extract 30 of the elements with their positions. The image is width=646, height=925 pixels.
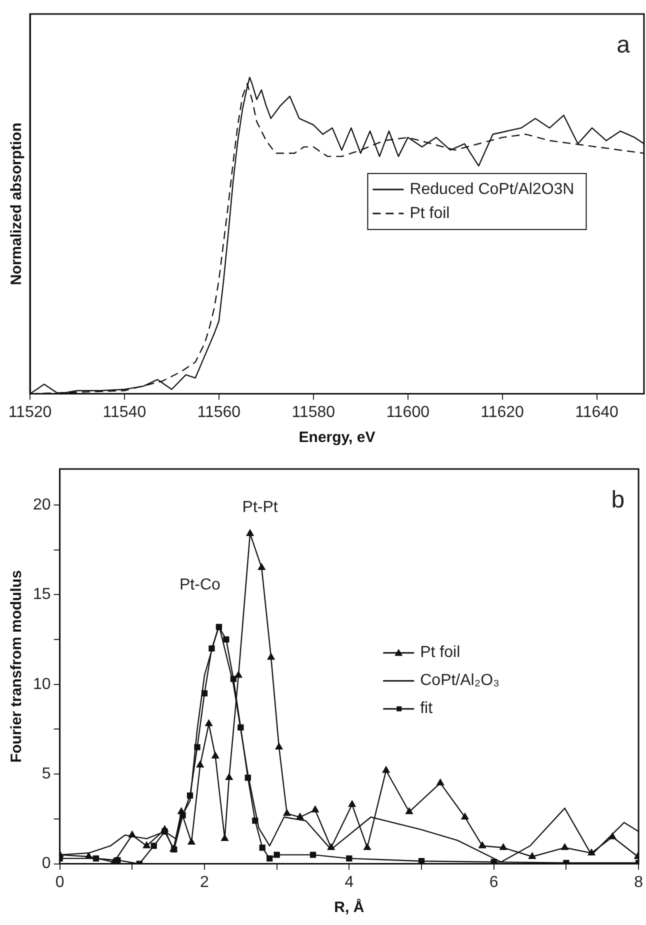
y-tick-label: 15 — [33, 586, 51, 604]
legend-label: CoPt/Al₂O₃ — [420, 672, 500, 690]
x-axis-title: Energy, eV — [298, 429, 376, 446]
x-tick-label: 11580 — [292, 404, 336, 421]
legend-label: fit — [420, 700, 434, 718]
annotation: Pt-Pt — [242, 499, 278, 516]
x-tick-label: 11600 — [386, 404, 430, 421]
y-tick-label: 10 — [33, 676, 51, 693]
x-tick-label: 11620 — [480, 404, 524, 421]
legend-label: Pt foil — [420, 644, 460, 662]
annotation: b — [611, 486, 625, 514]
x-tick-label: 11520 — [8, 404, 52, 421]
x-tick-label: 11540 — [102, 404, 146, 421]
x-tick-label: 11640 — [575, 404, 619, 421]
y-axis-title: Fourier transfrom modulus — [8, 570, 26, 763]
y-tick-label: 5 — [42, 765, 51, 782]
x-tick-label: 2 — [200, 874, 210, 891]
x-tick-label: 4 — [344, 874, 354, 891]
legend-label: Pt foil — [410, 204, 450, 222]
y-axis-title: Normalized absorption — [8, 122, 26, 286]
x-tick-label: 6 — [489, 874, 498, 891]
x-tick-label: 11560 — [197, 404, 241, 421]
annotation: Pt-Co — [180, 576, 220, 594]
x-tick-label: 8 — [634, 874, 644, 891]
y-tick-label: 0 — [42, 855, 51, 872]
legend-label: Reduced CoPt/Al2O3N — [410, 180, 574, 198]
text: a — [616, 32, 631, 59]
x-tick-label: 0 — [55, 874, 64, 891]
y-tick-label: 20 — [33, 496, 51, 514]
x-axis-title: R, Å — [334, 898, 364, 916]
